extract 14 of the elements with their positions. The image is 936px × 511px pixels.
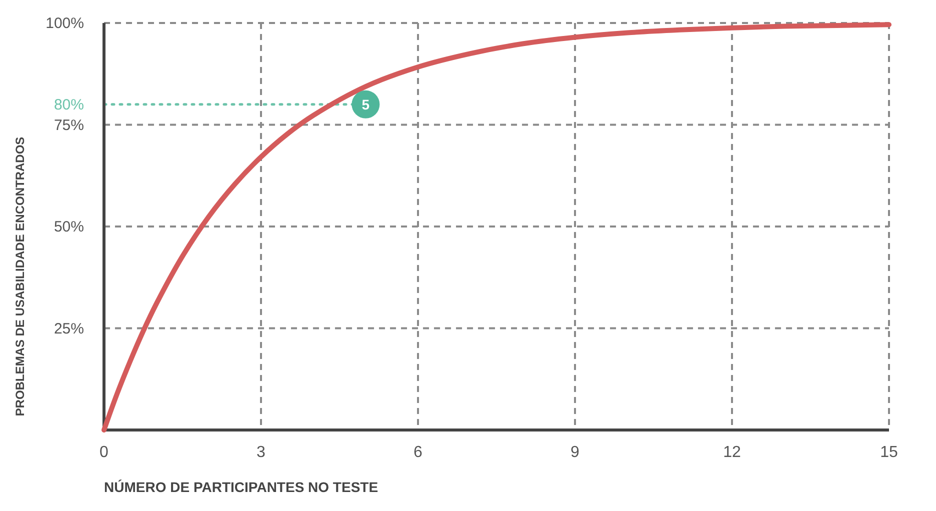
x-tick-label: 9 [570, 444, 580, 461]
y-tick-label: 100% [46, 15, 84, 32]
x-tick-label: 15 [880, 444, 898, 461]
x-axis-title: NÚMERO DE PARTICIPANTES NO TESTE [104, 479, 378, 495]
annotation: 5 [362, 96, 370, 112]
x-tick-label: 3 [256, 444, 266, 461]
y-tick-label: 50% [54, 218, 84, 236]
y-tick-label: 75% [54, 116, 84, 134]
y-axis-title: PROBLEMAS DE USABILIDADE ENCONTRADOS [13, 136, 27, 416]
x-tick-label: 12 [723, 444, 741, 461]
ref-line-label: 80% [54, 96, 84, 114]
x-tick-label: 6 [414, 444, 423, 461]
y-tick-label: 25% [54, 320, 84, 338]
x-tick-label: 0 [100, 444, 109, 461]
